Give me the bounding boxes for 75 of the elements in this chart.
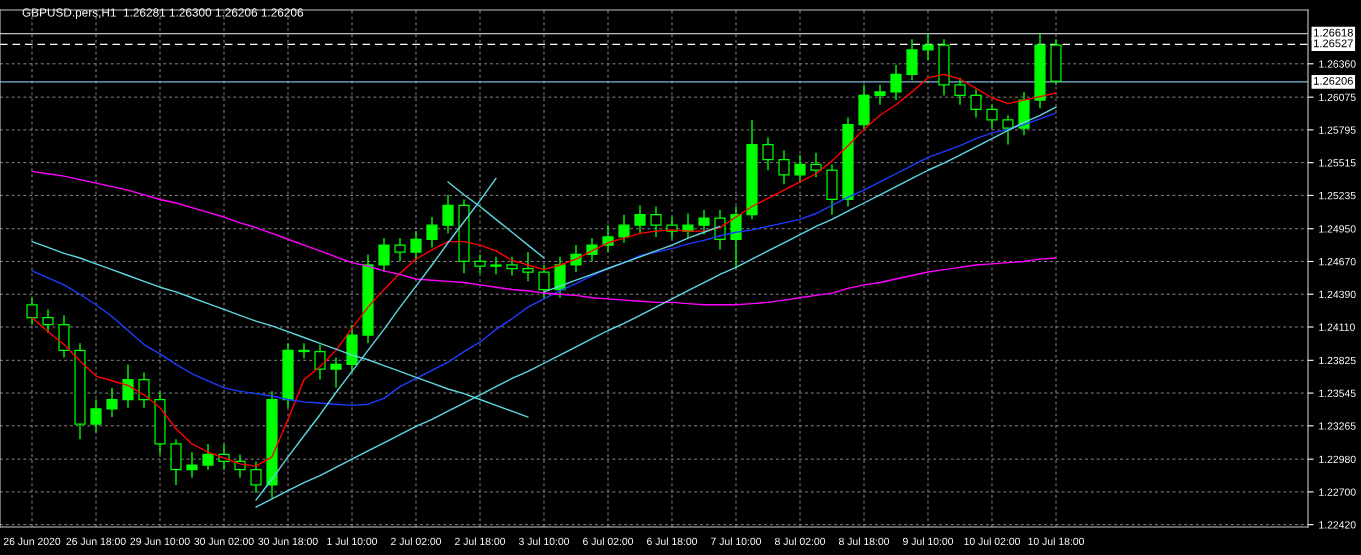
x-tick-label: 26 Jun 2020	[3, 537, 61, 546]
x-tick-label: 10 Jul 02:00	[964, 537, 1020, 546]
y-tick-label: 1.25515	[1319, 159, 1356, 167]
candlestick	[442, 194, 454, 235]
x-tick-label: 1 Jul 10:00	[327, 537, 378, 546]
y-tick-label: 1.22700	[1319, 488, 1356, 496]
chart-title: GBPUSD.pers,H1 1.26281 1.26300 1.26206 1.26206	[22, 8, 304, 19]
candlestick	[426, 216, 438, 249]
y-tick-label: 1.23825	[1319, 356, 1356, 365]
candlestick	[794, 154, 806, 184]
line-series	[31, 170, 1057, 306]
line-series	[31, 112, 1057, 407]
y-tick-label: 1.25235	[1319, 191, 1356, 200]
candlestick	[618, 213, 630, 244]
candlestick	[890, 64, 902, 101]
y-tick-label: 1.26075	[1319, 93, 1356, 102]
candlestick	[538, 264, 550, 299]
x-tick-label: 8 Jul 02:00	[774, 537, 826, 546]
y-tick-label: 1.24670	[1319, 257, 1356, 266]
candlestick	[506, 256, 518, 277]
y-tick-label: 1.24950	[1319, 225, 1356, 233]
candlestick	[90, 398, 102, 433]
candlestick	[922, 32, 934, 61]
candlestick	[298, 342, 310, 360]
candlestick	[762, 136, 774, 171]
x-tick-label: 26 Jun 18:00	[66, 537, 126, 546]
candlestick	[634, 204, 646, 235]
x-tick-label: 3 Jul 10:00	[518, 537, 570, 546]
candlestick	[490, 256, 502, 276]
candlestick	[394, 237, 406, 263]
candlestick	[1002, 114, 1014, 146]
x-tick-label: 7 Jul 10:00	[711, 537, 762, 546]
x-tick-label: 29 Jun 10:00	[130, 537, 190, 546]
ref-line-label: 1.26618	[1314, 28, 1353, 37]
x-tick-label: 10 Jul 18:00	[1028, 537, 1084, 546]
candlestick	[874, 84, 886, 106]
candlestick	[778, 149, 790, 185]
y-tick-label: 1.25795	[1319, 126, 1356, 134]
ref-line-label: 1.26206	[1314, 76, 1353, 85]
candlestick	[954, 77, 966, 106]
candlestick	[122, 363, 134, 409]
candlestick	[474, 253, 486, 274]
candlestick	[26, 297, 38, 326]
candlestick	[810, 152, 822, 178]
y-tick-label: 1.23545	[1319, 389, 1356, 397]
x-tick-label: 30 Jun 02:00	[194, 537, 254, 546]
candlestick	[202, 443, 214, 471]
y-tick-label: 1.22420	[1319, 521, 1356, 529]
candlestick	[698, 209, 710, 236]
candlestick	[378, 237, 390, 273]
candlestick	[522, 251, 534, 283]
x-tick-label: 2 Jul 18:00	[455, 537, 506, 546]
ref-line-label: 1.26527	[1314, 39, 1353, 48]
candlestick	[186, 451, 198, 479]
y-tick-label: 1.23265	[1319, 422, 1356, 430]
candlestick	[986, 104, 998, 129]
candlestick	[138, 371, 150, 409]
y-tick-label: 1.24110	[1319, 323, 1355, 331]
x-tick-label: 6 Jul 02:00	[583, 537, 634, 546]
x-tick-label: 6 Jul 18:00	[647, 537, 698, 546]
candlestick	[970, 88, 982, 119]
x-tick-label: 30 Jun 18:00	[258, 537, 318, 546]
x-tick-label: 9 Jul 10:00	[903, 537, 954, 546]
y-tick-label: 1.24390	[1319, 290, 1356, 299]
candlestick	[650, 205, 662, 238]
y-tick-label: 1.22980	[1319, 455, 1356, 464]
x-tick-label: 2 Jul 02:00	[391, 537, 442, 546]
candlestick	[250, 460, 262, 494]
candlestick	[106, 387, 118, 418]
candlestick	[410, 230, 422, 262]
candlestick	[330, 356, 342, 389]
candlestick	[314, 343, 326, 381]
candlestick	[42, 308, 54, 334]
y-tick-label: 1.26360	[1319, 60, 1356, 68]
x-tick-label: 8 Jul 18:00	[838, 537, 890, 546]
